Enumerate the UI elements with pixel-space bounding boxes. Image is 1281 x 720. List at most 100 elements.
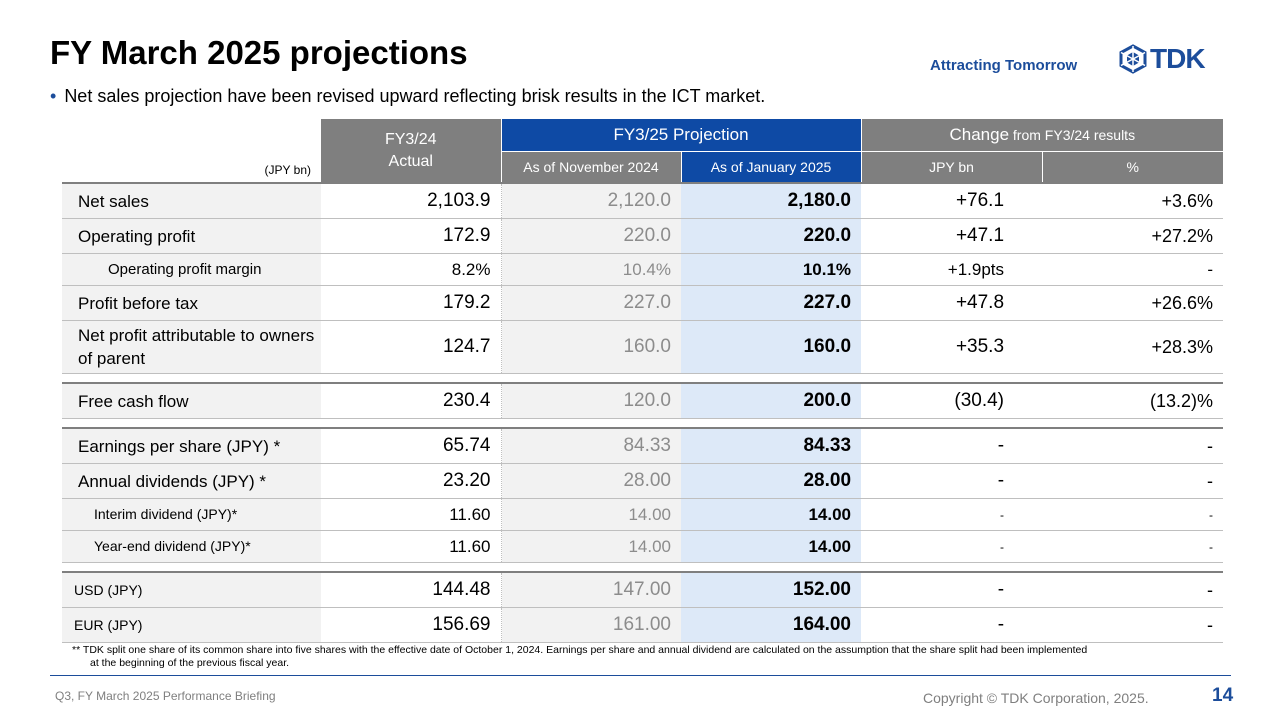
summary-bullet: • Net sales projection have been revised …	[50, 86, 765, 107]
bullet-text: Net sales projection have been revised u…	[64, 86, 766, 106]
cell-actual: 156.69	[321, 607, 502, 643]
cell-jan: 2,180.0	[681, 182, 862, 219]
row-gap	[62, 374, 1223, 384]
cell-actual: 144.48	[321, 571, 502, 608]
sub-header-nov: As of November 2024	[501, 151, 682, 183]
row-gap-cell	[62, 374, 1223, 384]
table-row: EUR (JPY) 156.69 161.00 164.00 - -	[62, 607, 1224, 643]
cell-nov: 28.00	[501, 463, 681, 499]
cell-change: -	[861, 607, 1043, 643]
cell-pct: +3.6%	[1042, 182, 1224, 219]
col-change-suffix: from FY3/24 results	[1009, 127, 1136, 143]
footer-copyright: Copyright © TDK Corporation, 2025.	[923, 690, 1149, 706]
row-label: Earnings per share (JPY) *	[62, 427, 321, 464]
cell-pct: (13.2)%	[1042, 382, 1224, 419]
cell-change: -	[861, 530, 1043, 563]
cell-nov: 160.0	[501, 320, 681, 374]
cell-actual: 8.2%	[321, 253, 502, 286]
cell-pct: -	[1042, 607, 1224, 643]
row-label: EUR (JPY)	[62, 607, 321, 643]
cell-pct: -	[1042, 427, 1224, 464]
cell-nov: 227.0	[501, 285, 681, 321]
cell-pct: +26.6%	[1042, 285, 1224, 321]
cell-actual: 65.74	[321, 427, 502, 464]
row-gap-cell	[62, 419, 1223, 429]
cell-change: -	[861, 463, 1043, 499]
cell-nov: 10.4%	[501, 253, 681, 286]
row-label: Net sales	[62, 182, 321, 219]
row-label: Year-end dividend (JPY)*	[62, 530, 321, 563]
row-label: Net profit attributable to owners of par…	[62, 320, 321, 374]
footnote: ** TDK split one share of its common sha…	[72, 644, 1242, 670]
cell-change: +47.8	[861, 285, 1043, 321]
cell-actual: 11.60	[321, 530, 502, 563]
cell-change: +76.1	[861, 182, 1043, 219]
cell-change: +47.1	[861, 218, 1043, 254]
tdk-logo-mark-icon	[1119, 44, 1147, 74]
footer-briefing-label: Q3, FY March 2025 Performance Briefing	[55, 689, 276, 703]
table-row: USD (JPY) 144.48 147.00 152.00 - -	[62, 571, 1224, 608]
cell-pct: -	[1042, 530, 1224, 563]
table-row: Free cash flow 230.4 120.0 200.0 (30.4) …	[62, 382, 1224, 419]
cell-jan: 10.1%	[681, 253, 862, 286]
row-gap	[62, 563, 1223, 573]
cell-change: (30.4)	[861, 382, 1043, 419]
cell-actual: 172.9	[321, 218, 502, 254]
logo-text: TDK	[1150, 43, 1206, 74]
cell-actual: 23.20	[321, 463, 502, 499]
bullet-dot: •	[50, 86, 57, 106]
cell-jan: 84.33	[681, 427, 862, 464]
brand-tagline: Attracting Tomorrow	[930, 57, 1078, 74]
cell-jan: 152.00	[681, 571, 862, 608]
sub-header-pct: %	[1042, 151, 1224, 183]
page-title: FY March 2025 projections	[50, 34, 468, 71]
cell-actual: 230.4	[321, 382, 502, 419]
cell-jan: 200.0	[681, 382, 862, 419]
footer-divider	[50, 675, 1231, 676]
cell-pct: +28.3%	[1042, 320, 1224, 374]
unit-label: (JPY bn)	[264, 163, 311, 177]
cell-actual: 2,103.9	[321, 182, 502, 219]
cell-pct: -	[1042, 571, 1224, 608]
cell-nov: 2,120.0	[501, 182, 681, 219]
projections-table: (JPY bn) FY3/24 Actual FY3/25 Projection…	[62, 119, 1224, 643]
cell-jan: 220.0	[681, 218, 862, 254]
cell-nov: 14.00	[501, 498, 681, 531]
table-row: Annual dividends (JPY) * 23.20 28.00 28.…	[62, 463, 1224, 499]
row-label: USD (JPY)	[62, 571, 321, 608]
col-actual-header: FY3/24 Actual	[321, 119, 502, 183]
cell-change: -	[861, 498, 1043, 531]
cell-jan: 164.00	[681, 607, 862, 643]
table-row: Operating profit 172.9 220.0 220.0 +47.1…	[62, 218, 1224, 254]
footnote-line1: ** TDK split one share of its common sha…	[72, 644, 1088, 656]
cell-nov: 147.00	[501, 571, 681, 608]
header-row-sub: As of November 2024 As of January 2025 J…	[62, 151, 1224, 183]
cell-nov: 14.00	[501, 530, 681, 563]
cell-pct: -	[1042, 463, 1224, 499]
table-row: Earnings per share (JPY) * 65.74 84.33 8…	[62, 427, 1224, 464]
cell-jan: 160.0	[681, 320, 862, 374]
table-row: Net profit attributable to owners of par…	[62, 320, 1224, 374]
col-change-label: Change	[949, 125, 1010, 144]
row-gap	[62, 419, 1223, 429]
cell-nov: 84.33	[501, 427, 681, 464]
cell-change: +35.3	[861, 320, 1043, 374]
cell-actual: 179.2	[321, 285, 502, 321]
row-label: Profit before tax	[62, 285, 321, 321]
table-row: Operating profit margin 8.2% 10.4% 10.1%…	[62, 253, 1224, 286]
cell-nov: 161.00	[501, 607, 681, 643]
row-label: Operating profit	[62, 218, 321, 254]
col-change-header: Change from FY3/24 results	[861, 119, 1224, 152]
table-row: Net sales 2,103.9 2,120.0 2,180.0 +76.1 …	[62, 182, 1224, 219]
cell-nov: 120.0	[501, 382, 681, 419]
table-row: Interim dividend (JPY)* 11.60 14.00 14.0…	[62, 498, 1224, 531]
page-number: 14	[1212, 685, 1234, 706]
cell-jan: 14.00	[681, 498, 862, 531]
row-label: Operating profit margin	[62, 253, 321, 286]
row-gap-cell	[62, 563, 1223, 573]
tdk-logo: TDK	[1118, 43, 1206, 74]
row-label: Interim dividend (JPY)*	[62, 498, 321, 531]
row-label: Annual dividends (JPY) *	[62, 463, 321, 499]
cell-actual: 11.60	[321, 498, 502, 531]
col-actual-line2: Actual	[388, 152, 433, 170]
